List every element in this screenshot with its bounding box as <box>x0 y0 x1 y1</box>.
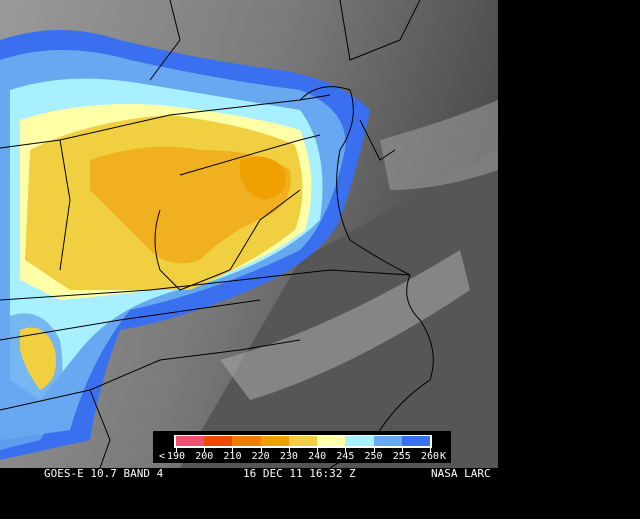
legend-tick <box>260 446 262 452</box>
swatch-210-220 <box>232 436 261 446</box>
legend-tick-label: 210 <box>223 451 242 462</box>
swatch-230-240 <box>288 436 318 446</box>
swatch-245-250 <box>345 436 374 446</box>
legend-tick <box>232 446 234 452</box>
legend-unit: K <box>440 451 447 462</box>
legend-tick-label: 245 <box>336 451 355 462</box>
legend-tick <box>176 446 177 452</box>
legend-prefix: < <box>159 451 166 462</box>
swatch-240-245 <box>317 436 346 446</box>
legend-tick <box>317 446 319 452</box>
legend-tick-label: 260 <box>420 451 440 462</box>
image-caption: GOES-E 10.7 BAND 4 16 DEC 11 16:32 Z NAS… <box>0 467 640 480</box>
swatch-250-255 <box>373 436 402 446</box>
legend-tick-label: 250 <box>364 451 383 462</box>
legend-tick-label: 255 <box>392 451 411 462</box>
legend-tick-label: 200 <box>195 451 214 462</box>
legend-tick <box>373 446 375 452</box>
color-scale-bar <box>174 435 432 448</box>
legend-tick-label: 230 <box>279 451 298 462</box>
legend-tick <box>345 446 347 452</box>
legend-tick <box>288 446 290 452</box>
swatch-255-260 <box>401 436 430 446</box>
satellite-label: GOES-E 10.7 BAND 4 <box>44 467 164 480</box>
legend-tick-label: 240 <box>308 451 327 462</box>
datetime-label: 16 DEC 11 16:32 Z <box>243 467 356 480</box>
legend-tick <box>204 446 206 452</box>
satellite-image <box>0 0 498 468</box>
swatch-200-210 <box>204 436 233 446</box>
legend-tick <box>401 446 403 452</box>
legend-tick-label: 190 <box>166 451 186 462</box>
swatch-190-200 <box>176 436 205 446</box>
legend-tick <box>430 446 431 452</box>
source-label: NASA LARC <box>431 467 491 480</box>
temperature-legend: < K 190 200 210 220 230 240 245 250 255 260 <box>153 431 451 463</box>
swatch-220-230 <box>260 436 289 446</box>
legend-tick-label: 220 <box>251 451 270 462</box>
